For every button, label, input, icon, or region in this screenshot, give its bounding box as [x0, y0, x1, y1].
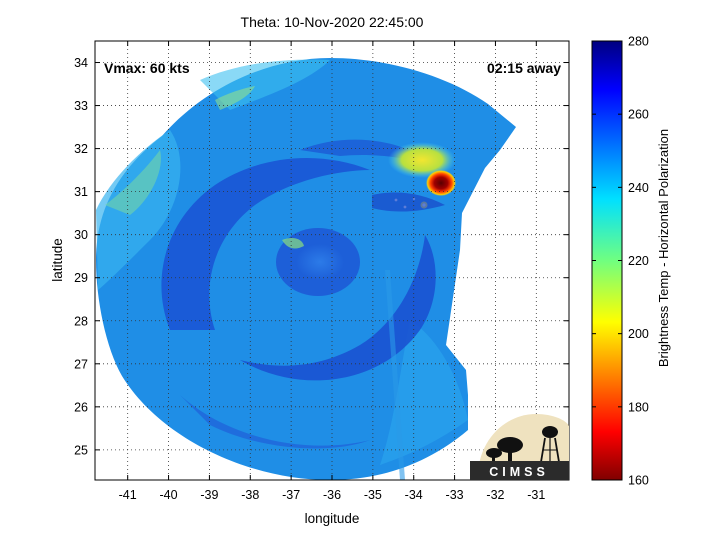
colorbar-tick-label: 180: [628, 400, 649, 414]
figure-title: Theta: 10-Nov-2020 22:45:00: [241, 14, 424, 30]
x-tick-label: -35: [364, 488, 382, 502]
y-tick-label: 30: [74, 228, 88, 242]
y-tick-label: 25: [74, 443, 88, 457]
y-tick-label: 32: [74, 142, 88, 156]
y-tick-label: 27: [74, 357, 88, 371]
x-tick-label: -39: [200, 488, 218, 502]
cimss-logo: CIMSS: [470, 414, 569, 480]
x-tick-label: -41: [119, 488, 137, 502]
colorbar-tick-label: 240: [628, 181, 649, 195]
colorbar-tick-label: 280: [628, 35, 649, 49]
logo-text: CIMSS: [489, 465, 549, 479]
x-tick-label: -38: [241, 488, 259, 502]
x-axis-label: longitude: [305, 511, 360, 526]
x-tick-label: -36: [323, 488, 341, 502]
x-tick-label: -37: [282, 488, 300, 502]
colorbar-tick-label: 160: [628, 474, 649, 488]
y-tick-label: 31: [74, 185, 88, 199]
y-tick-label: 28: [74, 314, 88, 328]
colorbar: [591, 40, 623, 481]
y-tick-label: 26: [74, 400, 88, 414]
x-tick-label: -40: [160, 488, 178, 502]
vmax-label: Vmax: 60 kts: [104, 60, 190, 76]
y-tick-labels: 25 26 27 28 29 30 31 32 33 34: [74, 56, 569, 457]
colorbar-label: Brightness Temp - Horizontal Polarizatio…: [656, 129, 671, 367]
grid-lines: [95, 41, 569, 480]
x-tick-label: -32: [486, 488, 504, 502]
colorbar-tick-label: 200: [628, 327, 649, 341]
y-tick-label: 34: [74, 56, 88, 70]
x-tick-label: -31: [527, 488, 545, 502]
satellite-swath: [96, 58, 516, 480]
y-tick-label: 29: [74, 271, 88, 285]
x-tick-label: -33: [446, 488, 464, 502]
colorbar-tick-labels: 160 180 200 220 240 260 280: [592, 35, 649, 488]
y-tick-label: 33: [74, 99, 88, 113]
y-axis-label: latitude: [50, 238, 65, 282]
time-away-label: 02:15 away: [487, 60, 561, 76]
colorbar-tick-label: 260: [628, 108, 649, 122]
colorbar-tick-label: 220: [628, 254, 649, 268]
x-tick-labels: -41 -40 -39 -38 -37 -36 -35 -34 -33 -32 -31: [119, 41, 545, 502]
x-tick-label: -34: [405, 488, 423, 502]
